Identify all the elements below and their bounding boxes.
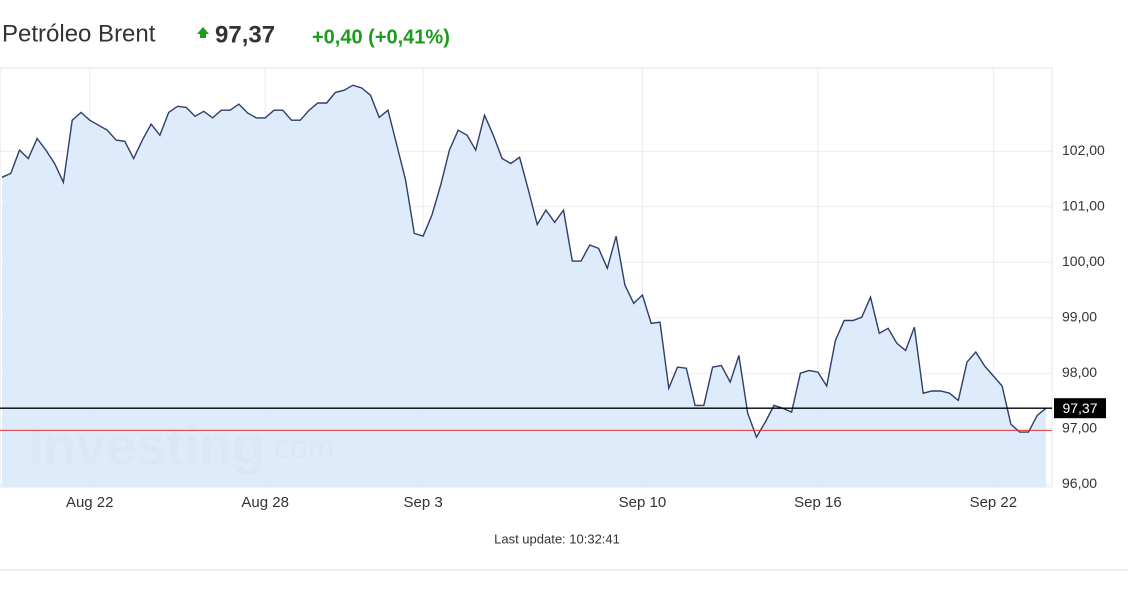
y-tick-label: 100,00 [1062,253,1105,269]
header-change: +0,40 (+0,41%) [312,26,450,48]
x-tick-label: Aug 28 [241,494,289,511]
y-tick-label: 98,00 [1062,364,1097,380]
x-tick-label: Sep 3 [404,494,443,511]
y-tick-label: 96,00 [1062,475,1097,491]
instrument-title: Petróleo Brent [2,20,156,47]
line [1,84,1047,439]
last-price-label: 97,37 [1062,400,1097,416]
area [2,85,1046,487]
y-tick-label: 99,00 [1062,308,1097,324]
y-tick-label: 102,00 [1062,142,1105,158]
x-tick-label: Sep 16 [794,494,842,511]
last-update: Last update: 10:32:41 [494,531,620,546]
header-price: 97,37 [215,21,275,48]
last-price-box [1054,398,1106,419]
x-tick-label: Sep 10 [619,494,667,511]
x-tick-label: Sep 22 [970,494,1018,511]
up-arrow [197,27,209,38]
y-tick-label: 101,00 [1062,197,1105,213]
y-tick-label: 97,00 [1062,419,1097,435]
x-tick-label: Aug 22 [66,494,114,511]
